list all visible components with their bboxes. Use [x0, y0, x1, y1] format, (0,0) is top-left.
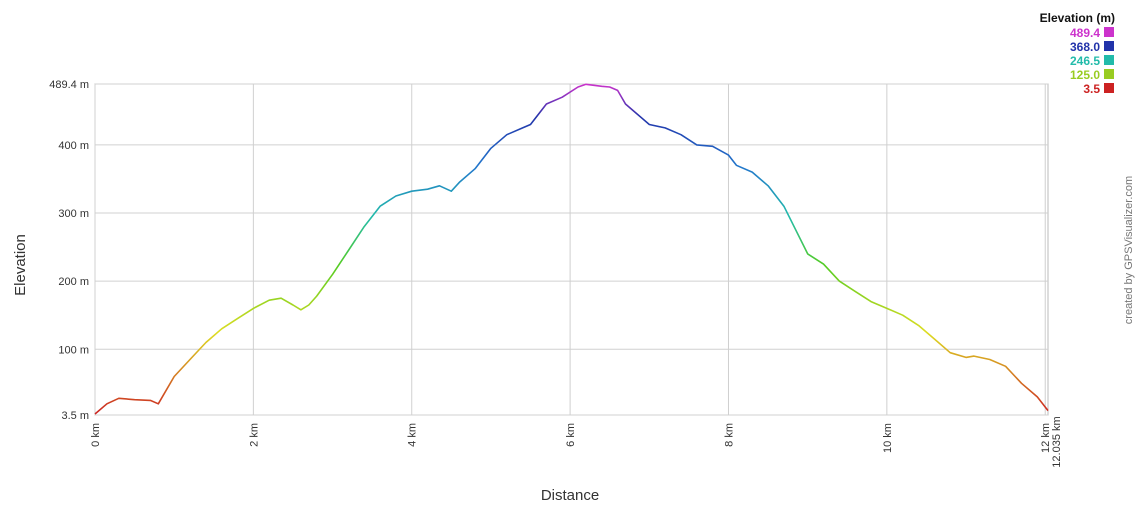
legend-item: 368.0	[1070, 40, 1114, 54]
x-tick-label: 8 km	[723, 423, 735, 447]
y-tick-label: 300 m	[58, 208, 89, 220]
y-tick-labels: 3.5 m 100 m 200 m 300 m 400 m 489.4 m	[49, 79, 89, 422]
legend-swatch	[1104, 41, 1114, 51]
legend-item: 3.5	[1083, 82, 1114, 96]
elevation-profile-line	[94, 83, 1049, 415]
y-tick-label: 100 m	[58, 344, 89, 356]
x-tick-label: 6 km	[565, 423, 577, 447]
legend-item: 125.0	[1070, 68, 1114, 82]
legend-swatch	[1104, 27, 1114, 37]
legend-label: 125.0	[1070, 68, 1100, 82]
x-tick-labels: 0 km 2 km 4 km 6 km 8 km 10 km 12 km	[90, 423, 1052, 453]
legend-swatch	[1104, 55, 1114, 65]
y-tick-label: 400 m	[58, 140, 89, 152]
x-tick-label: 2 km	[248, 423, 260, 447]
legend-label: 246.5	[1070, 54, 1100, 68]
legend-title: Elevation (m)	[1040, 11, 1115, 25]
x-tick-label: 4 km	[407, 423, 419, 447]
plot-area	[94, 83, 1049, 416]
x-tick-label: 12 km	[1040, 423, 1052, 453]
legend-item: 246.5	[1070, 54, 1114, 68]
y-axis-title: Elevation	[12, 234, 29, 296]
y-tick-label: 489.4 m	[49, 79, 89, 91]
y-tick-label: 200 m	[58, 276, 89, 288]
x-tick-label: 0 km	[90, 423, 102, 447]
credit-text: created by GPSVisualizer.com	[1123, 176, 1135, 324]
grid-lines	[94, 83, 1048, 416]
legend-item: 489.4	[1070, 26, 1114, 40]
y-tick-label: 3.5 m	[61, 410, 89, 422]
legend-swatch	[1104, 69, 1114, 79]
x-tick-label: 10 km	[882, 423, 894, 453]
x-end-label: 12.035 km	[1051, 416, 1063, 467]
legend-label: 3.5	[1083, 82, 1100, 96]
legend-swatch	[1104, 83, 1114, 93]
legend-label: 368.0	[1070, 40, 1100, 54]
x-axis-title: Distance	[541, 487, 599, 504]
legend-label: 489.4	[1070, 26, 1100, 40]
